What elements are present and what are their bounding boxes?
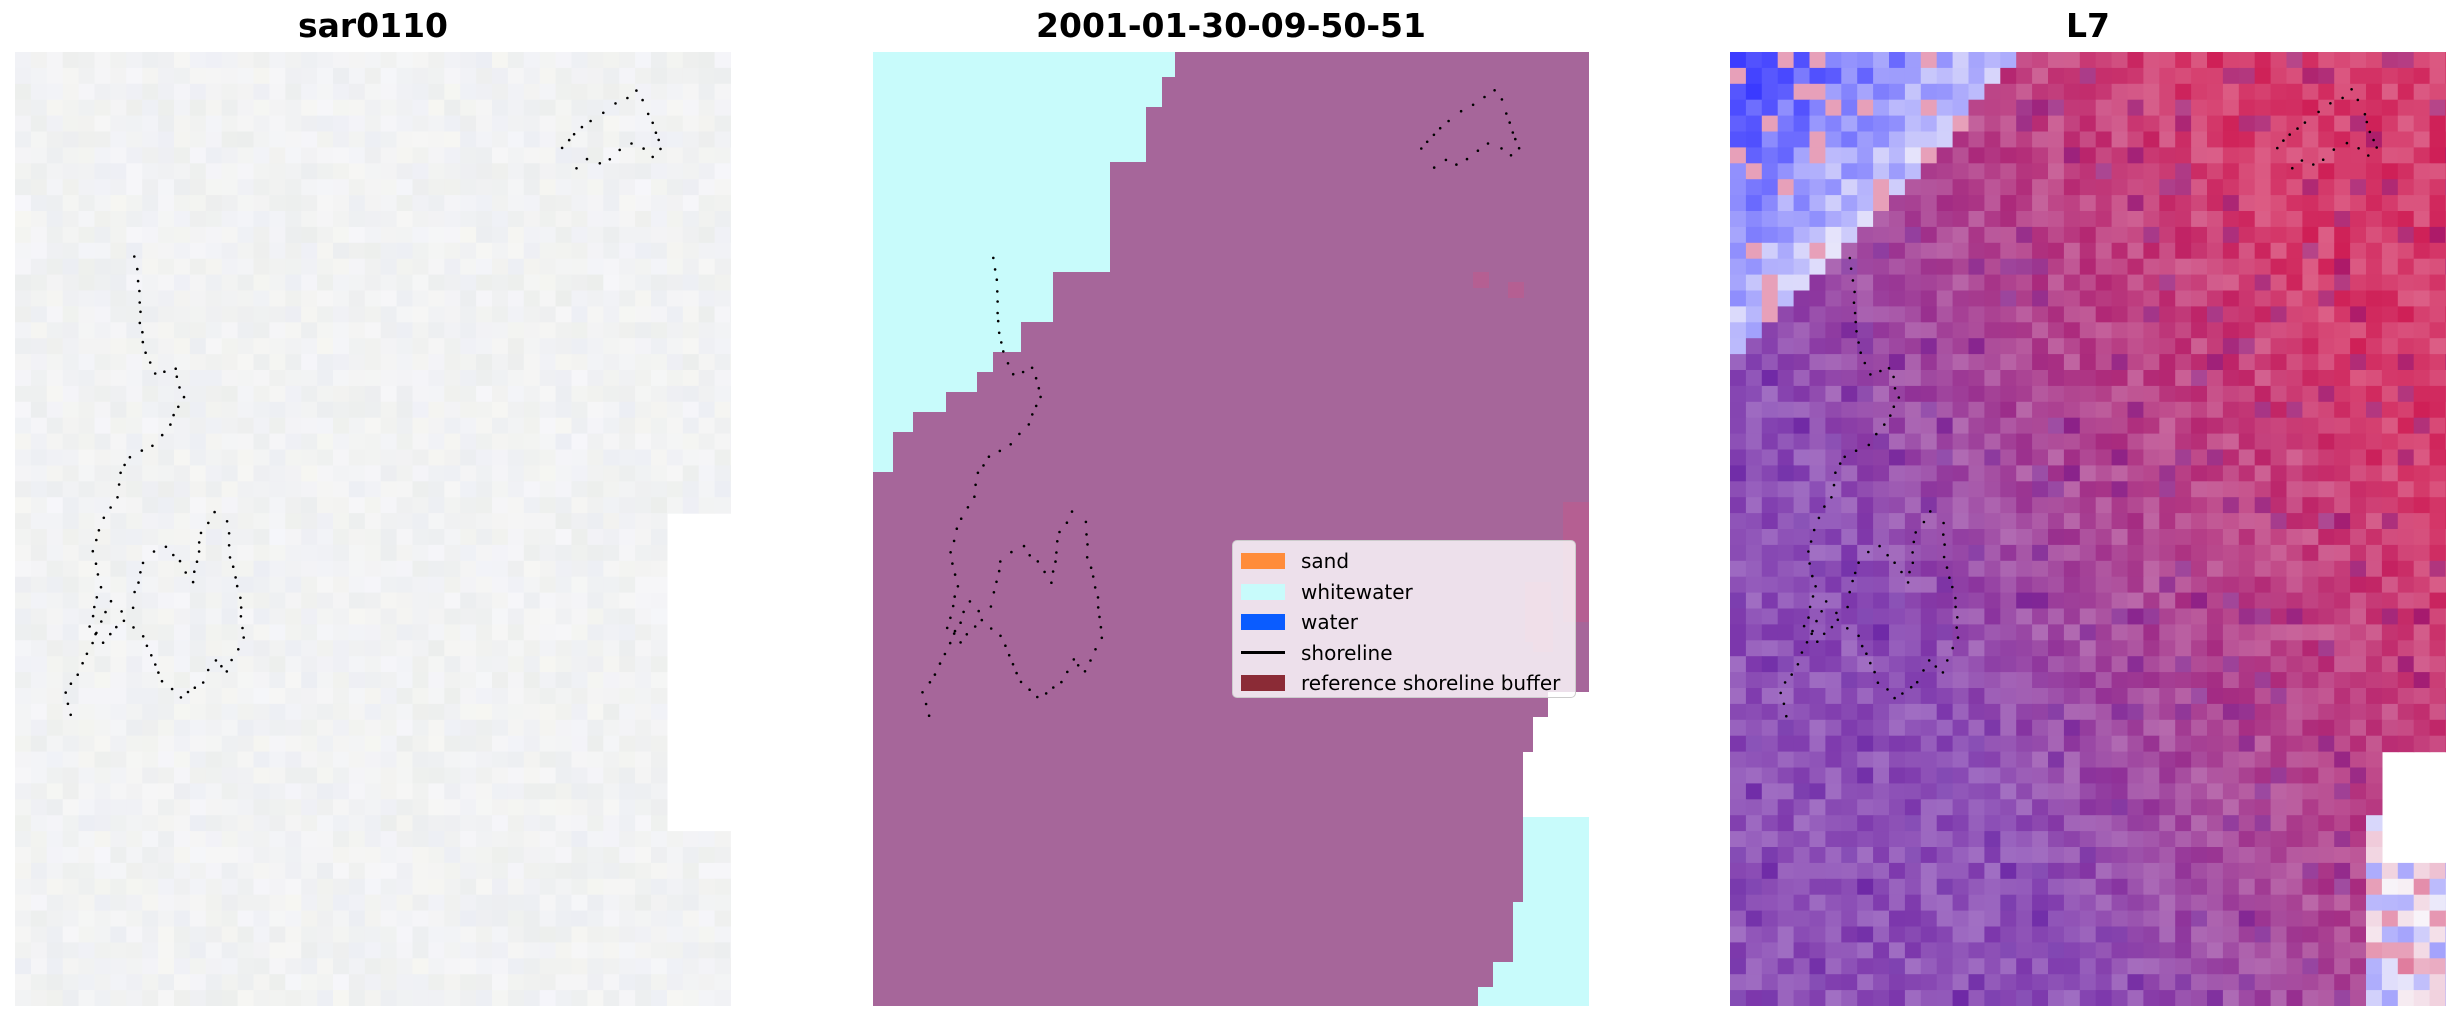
index-image [1730, 52, 2446, 1006]
panel-title-sar: sar0110 [15, 6, 731, 45]
legend-item-water: water [1241, 607, 1567, 638]
panel-title-date: 2001-01-30-09-50-51 [873, 6, 1589, 45]
legend-item-shoreline: shoreline [1241, 638, 1567, 669]
legend-item-sand: sand [1241, 546, 1567, 577]
sar-pixels [15, 52, 731, 1006]
classified-image [873, 52, 1589, 1006]
legend-label-water: water [1301, 610, 1358, 634]
legend-item-buffer: reference shoreline buffer [1241, 668, 1567, 699]
legend-label-whitewater: whitewater [1301, 580, 1413, 604]
legend-label-shoreline: shoreline [1301, 641, 1393, 665]
legend-label-sand: sand [1301, 549, 1349, 573]
classified-image-panel [873, 52, 1589, 1006]
panel-title-index: L7 [1730, 6, 2446, 45]
sar-image [15, 52, 731, 1006]
map-legend: sand whitewater water shoreline referenc… [1232, 540, 1576, 698]
legend-swatch-sand [1241, 553, 1285, 569]
legend-swatch-buffer [1241, 675, 1285, 691]
legend-label-buffer: reference shoreline buffer [1301, 671, 1560, 695]
legend-swatch-water [1241, 614, 1285, 630]
legend-item-whitewater: whitewater [1241, 577, 1567, 608]
legend-line-shoreline [1241, 651, 1285, 654]
sar-image-panel [15, 52, 731, 1006]
legend-swatch-whitewater [1241, 584, 1285, 600]
index-pixels [1730, 52, 2446, 1006]
index-image-panel [1730, 52, 2446, 1006]
